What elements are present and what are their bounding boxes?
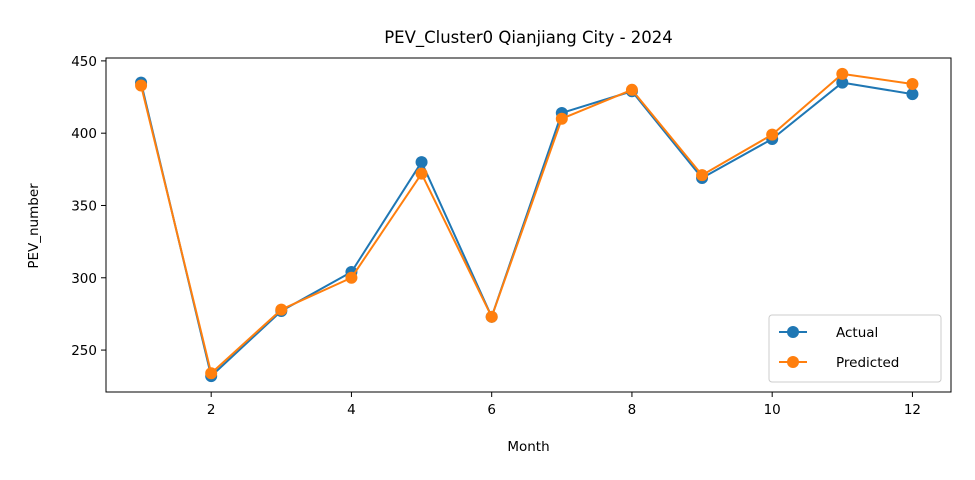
data-point-predicted [205,367,218,380]
legend-marker-actual [787,326,799,338]
series-line-predicted [140,72,913,375]
y-axis-label: PEV_number [26,183,42,269]
data-point-predicted [906,78,919,91]
data-point-predicted [135,79,148,92]
legend-label-predicted: Predicted [836,355,899,371]
data-point-predicted [555,112,568,125]
legend-box [768,314,942,383]
data-point-predicted [415,167,428,180]
y-tick-label: 250 [71,343,97,359]
data-point-predicted [625,83,638,96]
plot-frame [105,57,952,393]
data-point-predicted [696,169,709,182]
data-point-actual [836,76,849,89]
chart-title: PEV_Cluster0 Qianjiang City - 2024 [384,28,673,48]
x-axis: 2 4 6 8 10 12 [207,392,921,418]
y-axis: 250 300 350 400 450 [71,54,106,359]
data-point-actual [906,88,919,101]
data-point-predicted [766,128,779,141]
x-tick-label: 4 [347,402,356,418]
y-tick-label: 300 [71,271,97,287]
data-point-predicted [275,303,288,316]
x-axis-label: Month [507,439,549,455]
x-tick-label: 8 [628,402,637,418]
legend-label-actual: Actual [836,325,878,341]
data-point-predicted [345,271,358,284]
x-tick-label: 2 [207,402,216,418]
x-tick-label: 6 [487,402,496,418]
x-tick-label: 12 [904,402,921,418]
y-tick-label: 350 [71,198,97,214]
legend-marker-predicted [787,356,799,368]
y-tick-label: 450 [71,54,97,70]
data-point-actual [415,156,428,169]
x-tick-label: 10 [764,402,781,418]
data-point-predicted [836,67,849,80]
data-point-predicted [485,310,498,323]
series-layer [135,67,919,383]
y-tick-label: 400 [71,126,97,142]
legend: Actual Predicted [768,314,942,383]
